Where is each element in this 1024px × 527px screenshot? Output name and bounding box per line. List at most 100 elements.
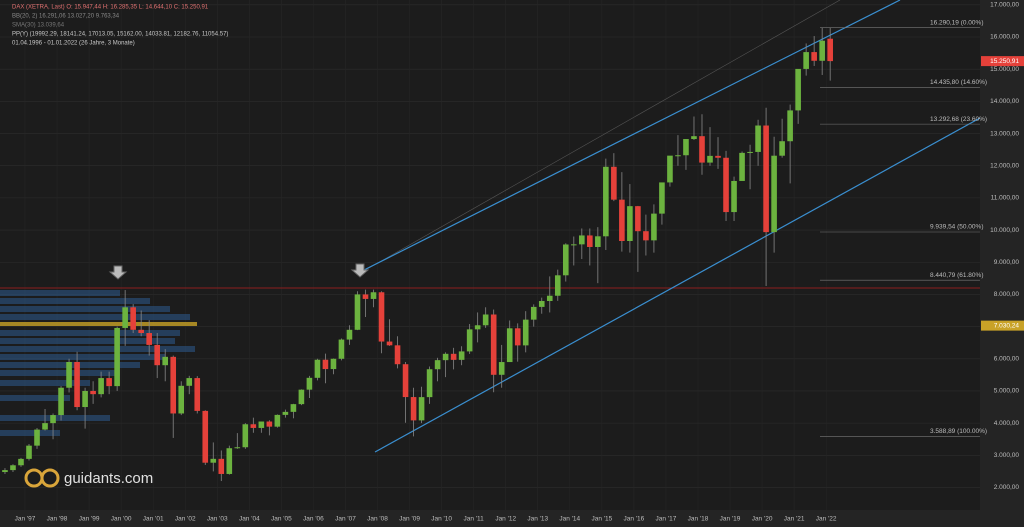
candle-body bbox=[98, 378, 104, 395]
candle-body bbox=[450, 353, 457, 360]
price-marker bbox=[981, 56, 1024, 67]
y-tick-label: 5.000,00 bbox=[994, 388, 1020, 395]
candle-body bbox=[482, 314, 489, 326]
y-tick-label: 8.000,00 bbox=[994, 291, 1020, 298]
candle-body bbox=[731, 180, 737, 213]
x-tick-label: Jan '20 bbox=[752, 516, 773, 523]
x-tick-label: Jan '00 bbox=[111, 516, 132, 523]
candle-body bbox=[210, 458, 217, 463]
candle-body bbox=[651, 213, 657, 241]
candle-body bbox=[90, 390, 96, 395]
candle-body bbox=[18, 458, 24, 466]
candle-body bbox=[314, 359, 321, 378]
candle-body bbox=[474, 325, 481, 330]
x-tick-label: Jan '18 bbox=[688, 516, 709, 523]
candle-body bbox=[659, 182, 665, 214]
candle-body bbox=[554, 275, 561, 296]
candle-body bbox=[803, 52, 809, 69]
candle-body bbox=[755, 125, 761, 152]
candle-body bbox=[683, 139, 689, 156]
candle-body bbox=[643, 231, 649, 241]
x-tick-label: Jan '22 bbox=[816, 516, 837, 523]
candle-body bbox=[170, 356, 177, 414]
x-tick-label: Jan '17 bbox=[656, 516, 677, 523]
candle-body bbox=[434, 360, 441, 370]
candle-body bbox=[242, 424, 249, 448]
x-tick-label: Jan '03 bbox=[207, 516, 228, 523]
candle-body bbox=[130, 307, 136, 330]
candle-body bbox=[418, 397, 425, 421]
trend-line bbox=[361, 0, 841, 273]
candle-body bbox=[827, 38, 833, 62]
price-marker-label: 15.250,91 bbox=[990, 58, 1019, 65]
candle-body bbox=[675, 155, 681, 157]
price-marker-label: 7.030,24 bbox=[994, 322, 1020, 329]
candle-body bbox=[362, 294, 369, 299]
header-line: 01.04.1996 - 01.01.2022 (26 Jahre, 3 Mon… bbox=[12, 41, 135, 47]
fib-label: 3.588,89 (100.00%) bbox=[930, 428, 987, 435]
candle-body bbox=[26, 445, 32, 459]
x-tick-label: Jan '10 bbox=[431, 516, 452, 523]
candle-body bbox=[811, 52, 817, 61]
candle-body bbox=[514, 328, 521, 346]
fib-label: 9.939,54 (50.00%) bbox=[930, 224, 983, 231]
logo: guidants.com bbox=[24, 468, 153, 488]
candle-body bbox=[763, 125, 769, 233]
candle-body bbox=[611, 166, 617, 200]
header-line: SMA(30) 13.039,64 bbox=[12, 23, 65, 29]
candle-body bbox=[635, 206, 641, 232]
candle-body bbox=[250, 424, 257, 428]
x-tick-label: Jan '04 bbox=[239, 516, 260, 523]
candle-body bbox=[378, 292, 385, 342]
x-tick-label: Jan '98 bbox=[47, 516, 68, 523]
candle-body bbox=[739, 152, 745, 181]
candle-body bbox=[506, 328, 513, 363]
candle-body bbox=[122, 307, 128, 328]
candle-body bbox=[394, 345, 401, 365]
candle-body bbox=[426, 369, 433, 398]
candle-body bbox=[306, 377, 313, 390]
candle-body bbox=[218, 458, 225, 474]
candle-body bbox=[538, 301, 545, 307]
candle-body bbox=[138, 329, 144, 334]
header-line: PP(Y) (19992.29, 18141.24, 17013.05, 151… bbox=[12, 32, 228, 38]
y-tick-label: 17.000,00 bbox=[990, 2, 1019, 9]
candle-body bbox=[699, 136, 705, 163]
candle-body bbox=[186, 378, 193, 386]
fib-levels: 16.290,19 (0.00%) 14.435,80 (14.60%) 13.29… bbox=[820, 19, 987, 437]
x-tick-label: Jan '02 bbox=[175, 516, 196, 523]
x-tick-label: Jan '06 bbox=[303, 516, 324, 523]
header-line: BB(20, 2) 16.291,06 13.027,20 9.763,34 bbox=[12, 14, 120, 20]
candle-body bbox=[442, 353, 449, 361]
candle-body bbox=[66, 361, 72, 388]
x-tick-label: Jan '09 bbox=[399, 516, 420, 523]
candle-body bbox=[587, 235, 593, 247]
candle-body bbox=[819, 40, 825, 61]
logo-text: guidants.com bbox=[64, 470, 153, 487]
candle-body bbox=[522, 319, 529, 346]
y-tick-label: 14.000,00 bbox=[990, 98, 1019, 105]
header: DAX (XETRA, Last) O: 15.947,44 H: 16.285… bbox=[12, 5, 228, 47]
candle-body bbox=[178, 385, 185, 414]
candle-body bbox=[258, 421, 265, 428]
candle-body bbox=[603, 166, 609, 237]
candle-body bbox=[82, 390, 88, 408]
candle-body bbox=[562, 244, 569, 276]
y-tick-label: 4.000,00 bbox=[994, 420, 1020, 427]
candle-body bbox=[2, 470, 8, 473]
candle-body bbox=[154, 344, 160, 366]
candle-body bbox=[162, 356, 169, 366]
candle-body bbox=[715, 155, 721, 158]
candle-body bbox=[787, 110, 793, 142]
candle-body bbox=[234, 447, 241, 449]
x-tick-label: Jan '21 bbox=[784, 516, 805, 523]
candle-body bbox=[202, 410, 209, 463]
x-tick-label: Jan '16 bbox=[624, 516, 645, 523]
candle-body bbox=[266, 421, 273, 427]
poc-line bbox=[0, 322, 197, 326]
candle-body bbox=[194, 378, 201, 411]
y-tick-label: 6.000,00 bbox=[994, 355, 1020, 362]
channel-lower bbox=[374, 117, 981, 453]
